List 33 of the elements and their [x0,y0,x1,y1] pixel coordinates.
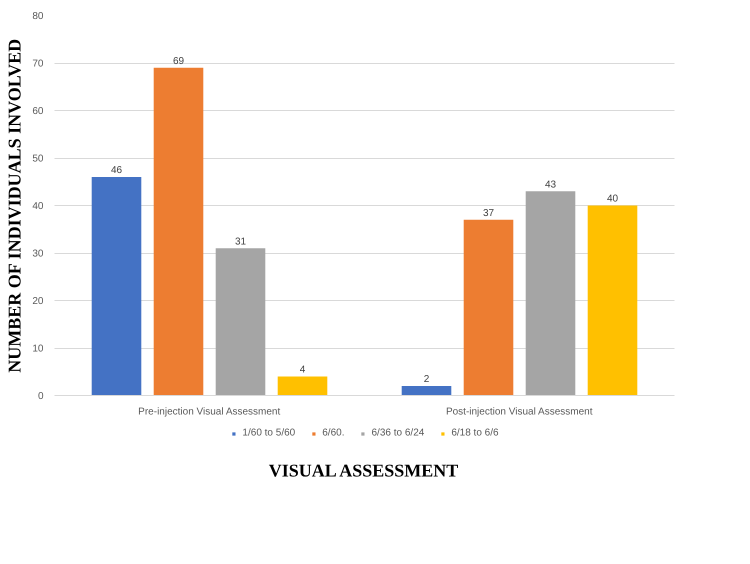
y-tick-label: 10 [32,344,44,354]
legend-label: 1/60 to 5/60 [242,428,296,438]
legend-label: 6/18 to 6/6 [451,428,499,438]
bar [92,177,142,396]
y-tick-label: 80 [32,11,44,22]
legend-label: 6/60. [322,428,344,438]
y-tick-label: 40 [32,201,44,212]
data-label: 4 [300,364,306,376]
legend-label: 6/36 to 6/24 [371,428,424,438]
data-label: 37 [482,208,494,219]
bar [464,220,514,396]
y-tick-label: 50 [32,154,44,164]
bar [154,68,204,396]
x-axis-title: VISUAL ASSESSMENT [268,460,458,480]
y-tick-label: 0 [38,391,44,402]
y-tick-label: 20 [32,296,44,307]
data-label: 31 [234,236,246,248]
bar [278,376,328,396]
bar [526,191,576,396]
y-tick-label: 70 [32,58,44,70]
x-tick-label: Post-injection Visual Assessment [446,406,593,418]
y-tick-label: 30 [32,248,44,260]
data-label: 69 [172,56,184,67]
y-axis-title: NUMBER OF INDIVIDUALS INVOLVED [4,38,24,373]
data-label: 2 [424,374,430,385]
x-tick-label: Pre-injection Visual Assessment [138,406,280,418]
data-label: 46 [110,165,122,176]
y-tick-label: 60 [32,106,44,117]
bar [402,386,452,396]
bar [588,206,638,396]
bar [216,248,266,396]
data-label: 43 [544,179,556,190]
data-label: 40 [606,194,618,204]
